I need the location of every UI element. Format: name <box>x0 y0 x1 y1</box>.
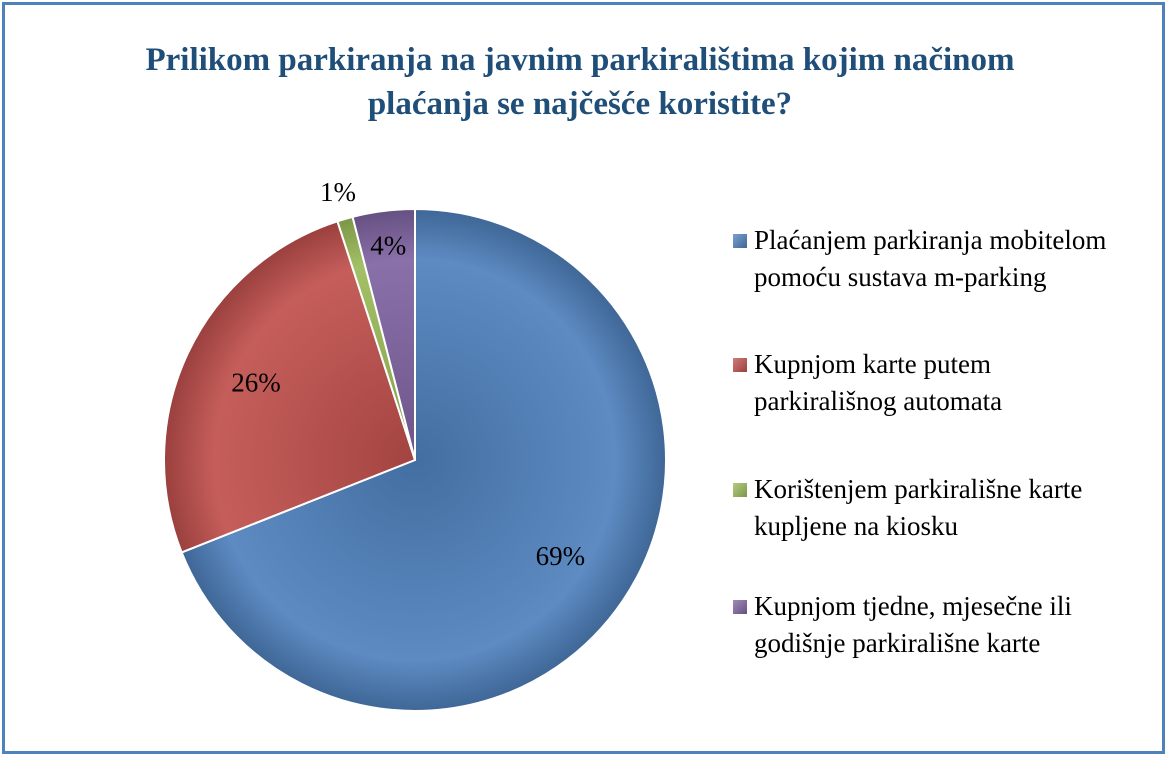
legend-label: Korištenjem parkirališne karte kupljene … <box>754 474 1083 541</box>
legend-label: Kupnjom tjedne, mjesečne ili godišnje pa… <box>754 591 1072 658</box>
data-label: 69% <box>536 541 586 571</box>
data-label: 4% <box>370 231 406 261</box>
legend-item: Plaćanjem parkiranja mobitelom pomoću su… <box>733 222 1113 296</box>
legend-swatch <box>733 358 747 372</box>
legend-item: Korištenjem parkirališne karte kupljene … <box>733 471 1113 545</box>
legend-label: Kupnjom karte putem parkirališnog automa… <box>754 349 1003 416</box>
legend-swatch <box>733 600 747 614</box>
pie-slice <box>163 220 417 554</box>
pie-slice <box>351 207 416 461</box>
data-label: 1% <box>320 177 356 207</box>
legend-swatch <box>733 234 747 248</box>
legend-item: Kupnjom tjedne, mjesečne ili godišnje pa… <box>733 588 1113 662</box>
legend-label: Plaćanjem parkiranja mobitelom pomoću su… <box>754 225 1107 292</box>
legend-item: Kupnjom karte putem parkirališnog automa… <box>733 346 1113 420</box>
pie-slice <box>180 207 667 712</box>
legend-swatch <box>733 483 747 497</box>
chart-title: Prilikom parkiranja na javnim parkirališ… <box>145 42 1015 122</box>
data-label: 26% <box>231 367 281 397</box>
